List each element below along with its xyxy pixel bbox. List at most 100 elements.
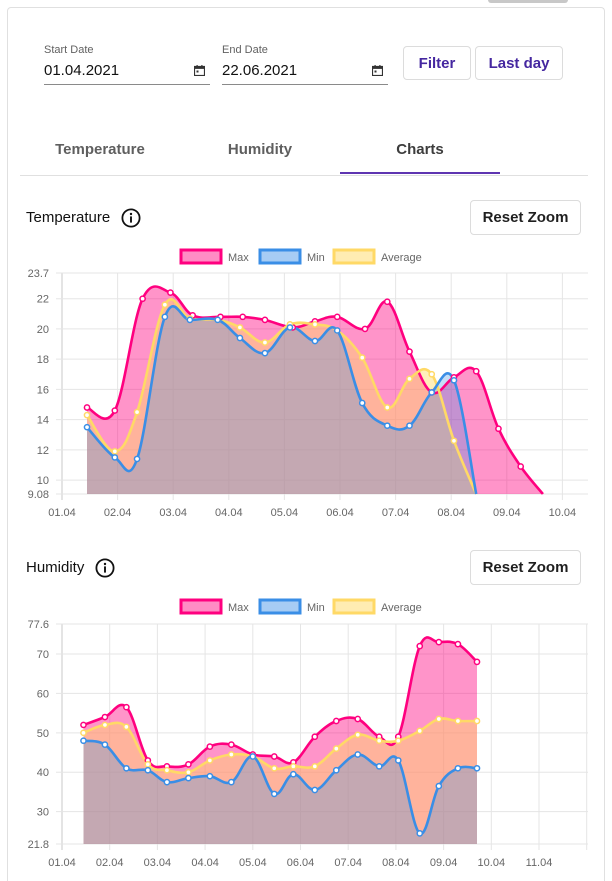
point-max[interactable] bbox=[139, 295, 146, 303]
point-max[interactable] bbox=[472, 367, 480, 375]
point-min[interactable] bbox=[206, 772, 214, 780]
point-min[interactable] bbox=[227, 778, 235, 786]
point-average[interactable] bbox=[454, 717, 462, 725]
point-average[interactable] bbox=[311, 762, 319, 770]
point-min[interactable] bbox=[270, 790, 278, 798]
point-average[interactable] bbox=[111, 448, 119, 455]
legend-swatch-min[interactable] bbox=[258, 598, 302, 615]
point-average[interactable] bbox=[375, 737, 383, 745]
legend-swatch-average[interactable] bbox=[332, 248, 376, 265]
legend-label-min[interactable]: Min bbox=[307, 252, 325, 264]
point-average[interactable] bbox=[270, 764, 278, 772]
point-average[interactable] bbox=[406, 375, 413, 383]
point-average[interactable] bbox=[473, 717, 481, 725]
filter-button[interactable]: Filter bbox=[403, 46, 471, 80]
point-min[interactable] bbox=[214, 316, 222, 324]
point-min[interactable] bbox=[163, 778, 171, 786]
legend-label-min[interactable]: Min bbox=[307, 602, 325, 614]
temperature-chart[interactable]: Max Min Average 23.7 22 20 18 16 14 12 10 9.08 01.04… bbox=[0, 240, 612, 530]
point-max[interactable] bbox=[167, 289, 174, 297]
point-min[interactable] bbox=[383, 422, 391, 430]
calendar-icon[interactable] bbox=[372, 65, 383, 76]
point-min[interactable] bbox=[473, 764, 481, 772]
point-average[interactable] bbox=[428, 370, 436, 378]
point-min[interactable] bbox=[80, 737, 87, 745]
point-average[interactable] bbox=[80, 729, 87, 737]
point-min[interactable] bbox=[249, 753, 257, 760]
point-max[interactable] bbox=[123, 703, 130, 711]
point-max[interactable] bbox=[361, 325, 369, 333]
last-day-button[interactable]: Last day bbox=[475, 46, 563, 80]
point-min[interactable] bbox=[123, 764, 130, 772]
point-max[interactable] bbox=[111, 407, 119, 414]
point-average[interactable] bbox=[435, 715, 443, 723]
point-min[interactable] bbox=[161, 313, 169, 321]
info-icon[interactable] bbox=[121, 208, 141, 228]
legend-swatch-average[interactable] bbox=[332, 598, 376, 615]
point-average[interactable] bbox=[450, 437, 458, 445]
point-average[interactable] bbox=[144, 761, 152, 768]
point-average[interactable] bbox=[206, 757, 214, 764]
point-average[interactable] bbox=[332, 745, 340, 752]
start-date-value[interactable]: 01.04.2021 bbox=[44, 62, 120, 79]
point-average[interactable] bbox=[101, 721, 109, 729]
point-min[interactable] bbox=[375, 762, 383, 770]
point-max[interactable] bbox=[435, 638, 443, 646]
point-min[interactable] bbox=[435, 782, 443, 790]
legend-label-max[interactable]: Max bbox=[228, 602, 249, 614]
end-date-value[interactable]: 22.06.2021 bbox=[222, 62, 298, 79]
point-max[interactable] bbox=[227, 741, 235, 748]
humidity-reset-zoom-button[interactable]: Reset Zoom bbox=[470, 550, 581, 585]
point-min[interactable] bbox=[394, 757, 402, 764]
point-max[interactable] bbox=[454, 640, 462, 648]
calendar-icon[interactable] bbox=[194, 65, 205, 76]
point-max[interactable] bbox=[239, 313, 247, 321]
point-min[interactable] bbox=[333, 327, 341, 334]
point-max[interactable] bbox=[270, 753, 278, 760]
point-average[interactable] bbox=[358, 354, 366, 362]
point-average[interactable] bbox=[185, 768, 192, 776]
point-average[interactable] bbox=[311, 321, 319, 328]
point-average[interactable] bbox=[123, 723, 130, 731]
point-min[interactable] bbox=[83, 423, 91, 431]
point-min[interactable] bbox=[286, 324, 294, 331]
point-average[interactable] bbox=[163, 766, 171, 774]
info-icon[interactable] bbox=[95, 558, 115, 578]
point-min[interactable] bbox=[133, 455, 141, 463]
point-min[interactable] bbox=[354, 751, 362, 758]
point-max[interactable] bbox=[80, 721, 87, 729]
point-max[interactable] bbox=[354, 715, 362, 723]
legend-label-average[interactable]: Average bbox=[381, 602, 422, 614]
point-min[interactable] bbox=[416, 830, 424, 837]
point-min[interactable] bbox=[261, 349, 269, 357]
point-average[interactable] bbox=[354, 731, 362, 739]
point-max[interactable] bbox=[406, 348, 413, 355]
humidity-chart[interactable]: Max Min Average 77.6 70 60 50 40 30 21.8 01.04 02.0… bbox=[0, 590, 612, 880]
point-min[interactable] bbox=[450, 376, 458, 384]
point-average[interactable] bbox=[227, 751, 235, 758]
point-max[interactable] bbox=[473, 658, 481, 666]
point-max[interactable] bbox=[517, 463, 525, 470]
point-max[interactable] bbox=[206, 743, 214, 750]
point-max[interactable] bbox=[101, 713, 109, 721]
point-max[interactable] bbox=[416, 642, 424, 650]
point-max[interactable] bbox=[83, 404, 91, 411]
point-min[interactable] bbox=[358, 399, 366, 407]
legend-swatch-max[interactable] bbox=[179, 248, 223, 265]
point-min[interactable] bbox=[289, 770, 297, 778]
legend-label-max[interactable]: Max bbox=[228, 252, 249, 264]
point-average[interactable] bbox=[416, 727, 424, 735]
point-min[interactable] bbox=[311, 337, 319, 345]
point-max[interactable] bbox=[383, 298, 391, 306]
point-average[interactable] bbox=[161, 301, 169, 309]
point-max[interactable] bbox=[311, 733, 319, 741]
point-average[interactable] bbox=[133, 408, 141, 416]
point-min[interactable] bbox=[186, 316, 194, 324]
point-min[interactable] bbox=[311, 786, 319, 794]
point-min[interactable] bbox=[144, 766, 152, 774]
legend-swatch-max[interactable] bbox=[179, 598, 223, 615]
point-min[interactable] bbox=[454, 764, 462, 772]
point-average[interactable] bbox=[83, 411, 91, 419]
point-min[interactable] bbox=[185, 774, 192, 782]
legend-label-average[interactable]: Average bbox=[381, 252, 422, 264]
